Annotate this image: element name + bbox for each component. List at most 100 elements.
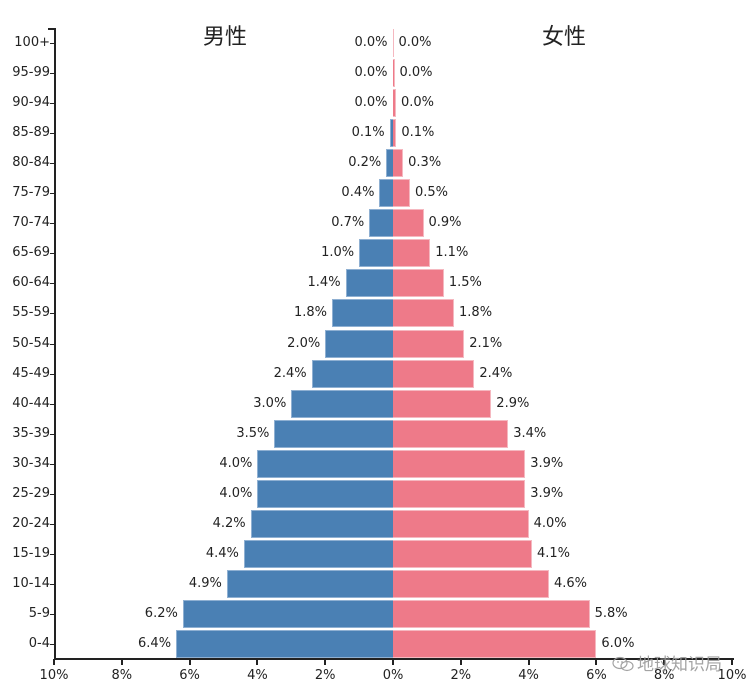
x-tick-label: 8% <box>111 668 133 683</box>
y-tick-label: 35-39 <box>12 425 50 441</box>
y-tick-label: 60-64 <box>12 275 50 291</box>
x-tick-label: 4% <box>518 668 539 683</box>
male-value-label: 0.7% <box>331 215 365 231</box>
female-value-label: 0.0% <box>398 35 432 50</box>
y-tick-label: 25-29 <box>12 485 50 501</box>
female-bar <box>393 299 455 328</box>
x-tick <box>731 659 733 665</box>
x-tick-label: 2% <box>450 668 472 683</box>
female-value-label: 0.0% <box>401 95 435 111</box>
y-tick-label: 30-34 <box>12 455 50 471</box>
male-bar <box>243 539 393 568</box>
male-value-label: 6.4% <box>138 636 172 651</box>
y-tick <box>50 223 55 225</box>
y-tick-label: 10-14 <box>12 575 50 591</box>
male-value-label: 4.4% <box>205 545 239 561</box>
x-tick <box>53 659 55 665</box>
y-axis-top-cap <box>48 28 55 30</box>
female-value-label: 0.3% <box>408 155 442 171</box>
male-value-label: 3.0% <box>253 395 287 411</box>
female-bar <box>393 359 475 388</box>
y-tick-label: 75-79 <box>12 185 50 201</box>
y-tick-label: 0-4 <box>28 636 50 651</box>
male-value-label: 3.5% <box>236 425 270 441</box>
male-value-label: 0.0% <box>354 65 388 81</box>
y-tick-label: 15-19 <box>12 545 50 561</box>
female-value-label: 0.5% <box>414 185 448 201</box>
female-value-label: 4.6% <box>553 575 587 591</box>
female-bar <box>393 539 532 568</box>
y-tick <box>50 403 55 405</box>
y-tick-label: 70-74 <box>12 215 50 231</box>
female-value-label: 2.1% <box>469 335 503 351</box>
female-value-label: 2.9% <box>496 395 530 411</box>
y-tick-label: 65-69 <box>12 245 50 261</box>
female-bar <box>393 29 394 57</box>
male-bar <box>345 269 393 298</box>
male-value-label: 1.0% <box>321 245 355 261</box>
x-tick <box>663 659 666 665</box>
female-bar <box>393 119 397 148</box>
male-bar <box>331 299 393 328</box>
y-tick <box>50 644 55 645</box>
x-tick-label: 8% <box>653 668 675 683</box>
male-title: 男性 <box>203 25 248 50</box>
y-tick-label: 90-94 <box>12 95 50 111</box>
male-bar <box>311 359 393 388</box>
male-value-label: 4.0% <box>219 455 253 471</box>
male-bar <box>226 569 393 598</box>
male-bar <box>325 329 393 358</box>
female-bar <box>393 89 396 118</box>
female-bar <box>393 329 465 358</box>
x-axis-line <box>54 658 734 660</box>
male-value-label: 4.0% <box>219 485 253 501</box>
female-title: 女性 <box>542 25 587 50</box>
x-tick-label: 6% <box>179 668 200 683</box>
female-bar <box>393 479 526 508</box>
male-bar <box>176 630 393 658</box>
y-tick <box>50 613 55 615</box>
y-tick-label: 55-59 <box>12 305 50 321</box>
watermark: 地球知识局 <box>612 650 722 675</box>
female-bar <box>393 569 549 598</box>
x-tick-label: 2% <box>314 668 336 683</box>
y-tick-label: 5-9 <box>28 605 50 621</box>
female-bar <box>393 419 509 448</box>
y-tick <box>50 283 55 285</box>
male-value-label: 1.4% <box>307 275 341 291</box>
female-value-label: 1.1% <box>435 245 469 261</box>
x-tick-center <box>392 659 394 665</box>
x-tick <box>120 659 123 665</box>
y-tick <box>50 463 55 465</box>
y-tick <box>50 313 55 315</box>
male-bar <box>389 119 393 148</box>
female-bar <box>393 179 410 208</box>
female-value-label: 6.0% <box>601 636 635 651</box>
y-tick <box>50 433 55 435</box>
y-tick-label: 40-44 <box>12 395 50 411</box>
female-value-label: 1.5% <box>448 275 482 291</box>
female-bar <box>393 389 492 418</box>
male-value-label: 0.2% <box>348 155 382 171</box>
male-value-label: 6.2% <box>144 605 178 621</box>
female-value-label: 4.0% <box>533 515 567 531</box>
male-value-label: 4.2% <box>212 515 246 531</box>
male-bar <box>257 449 393 478</box>
y-tick <box>50 43 55 44</box>
y-tick <box>50 523 55 525</box>
female-bar <box>393 239 431 268</box>
female-bar <box>393 449 526 478</box>
y-tick <box>50 133 55 135</box>
y-axis-line <box>54 28 56 660</box>
female-value-label: 3.9% <box>530 455 564 471</box>
male-value-label: 1.8% <box>293 305 327 321</box>
male-bar <box>369 209 393 238</box>
y-tick-label: 20-24 <box>12 515 50 531</box>
male-bar <box>250 509 393 538</box>
male-value-label: 2.0% <box>287 335 321 351</box>
male-value-label: 2.4% <box>273 365 307 381</box>
female-value-label: 0.0% <box>399 65 433 81</box>
female-value-label: 0.9% <box>428 215 462 231</box>
male-bar <box>291 389 393 418</box>
female-value-label: 0.1% <box>401 125 435 141</box>
